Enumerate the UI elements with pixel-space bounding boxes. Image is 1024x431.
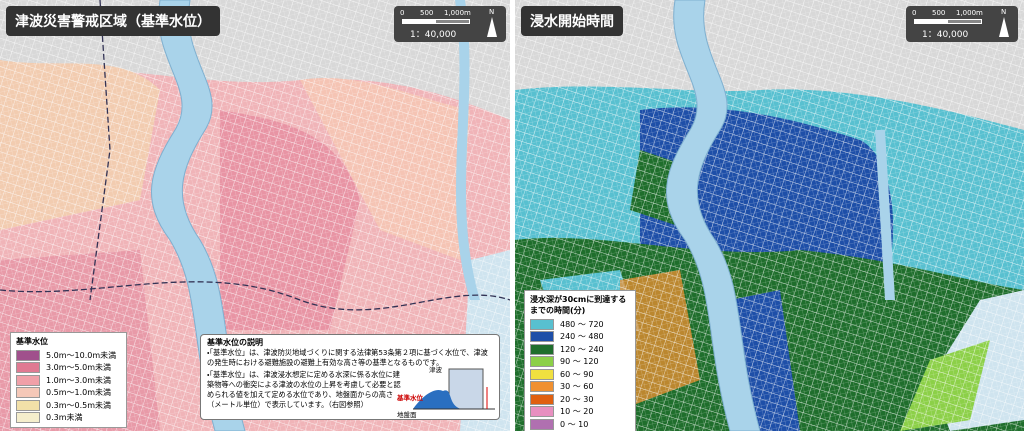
scale-bar: [914, 19, 982, 24]
legend: 浸水深が30cmに到達するまでの時間(分) 480 ～ 720 240 ～ 480…: [524, 290, 636, 431]
legend-row: 0.3m未満: [16, 412, 121, 425]
legend-title: 浸水深が30cmに到達するまでの時間(分): [530, 295, 627, 315]
wave: [413, 389, 461, 409]
legend-swatch: [530, 381, 554, 393]
explanation-box: 基準水位の説明 ・「基準水位」は、津波防災地域づくりに関する法律第53条第２項に…: [200, 334, 500, 420]
diagram: [413, 368, 495, 410]
legend-label: 60 ～ 90: [560, 369, 594, 379]
legend-row: 480 ～ 720: [530, 318, 630, 331]
legend-row: 0.5m～1.0m未満: [16, 387, 121, 400]
legend-row: 90 ～ 120: [530, 356, 630, 369]
legend-swatch: [16, 374, 40, 386]
scale-label: 1,000m: [444, 9, 471, 17]
legend-row: 20 ～ 30: [530, 393, 630, 406]
legend-row: 1.0m～3.0m未満: [16, 374, 121, 387]
legend-swatch: [16, 387, 40, 399]
legend-label: 1.0m～3.0m未満: [46, 375, 112, 385]
north-arrow: [999, 17, 1009, 37]
scale-label: 1,000m: [956, 9, 983, 17]
legend-label: 0.3m未満: [46, 413, 83, 423]
explanation-text: ・「基準水位」は、津波防災地域づくりに関する法律第53条第２項に基づく水位で、津…: [207, 348, 488, 367]
legend-row: 30 ～ 60: [530, 381, 630, 394]
legend-swatch: [530, 331, 554, 343]
legend-label: 90 ～ 120: [560, 357, 599, 367]
legend-swatch: [530, 343, 554, 355]
scale-bar: [402, 19, 470, 24]
legend: 基準水位 5.0m～10.0m未満 3.0m～5.0m未満 1.0m～3.0m未満 0…: [10, 332, 127, 428]
building: [448, 368, 484, 410]
right-map: [515, 0, 1024, 431]
legend-label: 240 ～ 480: [560, 332, 604, 342]
diagram-label: 津波: [429, 366, 442, 374]
legend-row: 5.0m～10.0m未満: [16, 349, 121, 362]
legend-swatch: [16, 362, 40, 374]
legend-label: 0.5m～1.0m未満: [46, 388, 112, 398]
legend-swatch: [530, 356, 554, 368]
legend-swatch: [16, 412, 40, 424]
legend-row: 3.0m～5.0m未満: [16, 362, 121, 375]
legend-swatch: [530, 318, 554, 330]
legend-label: 30 ～ 60: [560, 382, 594, 392]
scale-label: 0: [400, 9, 405, 17]
north-label: N: [1001, 8, 1007, 16]
diagram-label: 地盤面: [397, 411, 417, 419]
legend-label: 0 ～ 10: [560, 419, 589, 429]
legend-swatch: [16, 399, 40, 411]
legend-label: 0.3m～0.5m未満: [46, 400, 112, 410]
explanation-title: 基準水位の説明: [207, 338, 263, 347]
legend-row: 120 ～ 240: [530, 343, 630, 356]
divider: [510, 0, 515, 431]
diagram-label: 基準水位: [397, 394, 423, 402]
legend-label: 20 ～ 30: [560, 394, 594, 404]
legend-title: 基準水位: [16, 337, 48, 346]
legend-row: 60 ～ 90: [530, 368, 630, 381]
legend-swatch: [16, 349, 40, 361]
scale-label: 0: [912, 9, 917, 17]
legend-row: 0.3m～0.5m未満: [16, 399, 121, 412]
legend-label: 3.0m～5.0m未満: [46, 363, 112, 373]
legend-row: 240 ～ 480: [530, 331, 630, 344]
legend-swatch: [530, 406, 554, 418]
scale-ratio: 1：40,000: [410, 30, 457, 40]
scale-label: 500: [420, 9, 434, 17]
legend-row: 10 ～ 20: [530, 406, 630, 419]
legend-label: 10 ～ 20: [560, 407, 594, 417]
legend-label: 5.0m～10.0m未満: [46, 350, 117, 360]
legend-swatch: [530, 393, 554, 405]
legend-swatch: [530, 368, 554, 380]
panel-title: 浸水開始時間: [521, 6, 623, 36]
scale-ratio: 1：40,000: [922, 30, 969, 40]
scale-label: 500: [932, 9, 946, 17]
north-arrow: [487, 17, 497, 37]
legend-label: 480 ～ 720: [560, 319, 604, 329]
legend-swatch: [530, 418, 554, 430]
legend-label: 120 ～ 240: [560, 344, 604, 354]
explanation-text: ・「基準水位」は、津波浸水想定に定める水深に係る水位に建築物等への衝突による津波…: [207, 370, 401, 409]
scale-box: 0 500 1,000m 1：40,000 N: [394, 6, 506, 42]
north-label: N: [489, 8, 495, 16]
legend-row: 0 ～ 10: [530, 418, 630, 431]
scale-box: 0 500 1,000m 1：40,000 N: [906, 6, 1018, 42]
panel-title: 津波災害警戒区域（基準水位）: [6, 6, 220, 36]
